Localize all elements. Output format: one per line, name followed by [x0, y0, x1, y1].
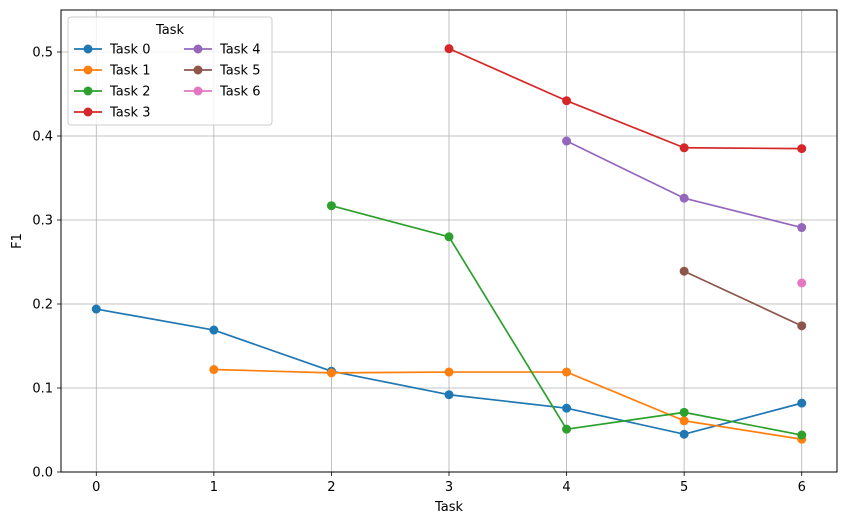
- data-point: [562, 136, 572, 146]
- legend-label: Task 5: [219, 64, 260, 79]
- legend-item: Task 4: [184, 43, 260, 58]
- series-task-3: [444, 44, 807, 154]
- x-axis-label: Task: [434, 500, 464, 515]
- data-point: [562, 424, 572, 434]
- y-axis-label: F1: [10, 233, 25, 249]
- data-point: [797, 398, 807, 408]
- x-tick-label: 6: [798, 480, 806, 495]
- legend-label: Task 0: [109, 43, 150, 58]
- data-point: [797, 144, 807, 154]
- legend-item: Task 1: [74, 64, 150, 79]
- y-tick-label: 0.1: [32, 382, 53, 397]
- legend-swatch-marker: [193, 44, 203, 54]
- legend-item: Task 2: [74, 85, 150, 100]
- data-point: [562, 96, 572, 106]
- series-task-4: [562, 136, 807, 233]
- data-point: [679, 416, 689, 426]
- legend-label: Task 2: [109, 85, 150, 100]
- x-tick-label: 2: [327, 480, 335, 495]
- legend-item: Task 3: [74, 106, 150, 121]
- x-tick-label: 3: [445, 480, 453, 495]
- x-tick-label: 4: [562, 480, 570, 495]
- series-task-5: [679, 266, 807, 331]
- legend-swatch-marker: [193, 65, 203, 75]
- series-line: [448, 47, 802, 150]
- data-point: [679, 193, 689, 203]
- data-point: [562, 367, 572, 377]
- y-tick-label: 0.0: [32, 466, 53, 481]
- legend-swatch-marker: [83, 44, 93, 54]
- y-tick-label: 0.4: [32, 130, 53, 145]
- data-point: [444, 232, 454, 242]
- legend-item: Task 5: [184, 64, 260, 79]
- data-point: [91, 304, 101, 314]
- y-tick-label: 0.5: [32, 46, 53, 61]
- legend-box: [67, 16, 273, 126]
- data-point: [679, 143, 689, 153]
- legend-items: Task 0 Task 1 Task 2 Task 3 Task 4 Task 5 Task…: [74, 43, 260, 121]
- legend-item: Task 0: [74, 43, 150, 58]
- data-point: [679, 266, 689, 276]
- y-axis-ticks: 0.0 0.1 0.2 0.3 0.4 0.5: [32, 46, 61, 481]
- legend-swatch-marker: [193, 86, 203, 96]
- x-tick-label: 1: [210, 480, 218, 495]
- series-task-6: [797, 278, 807, 288]
- legend-label: Task 3: [109, 106, 150, 121]
- legend-label: Task 1: [109, 64, 150, 79]
- x-tick-label: 5: [680, 480, 688, 495]
- data-point: [209, 325, 219, 335]
- y-tick-label: 0.2: [32, 298, 53, 313]
- series-line: [213, 368, 802, 441]
- data-point: [679, 429, 689, 439]
- data-point: [797, 430, 807, 440]
- legend-label: Task 4: [219, 43, 260, 58]
- y-tick-label: 0.3: [32, 214, 53, 229]
- legend-label: Task 6: [219, 85, 260, 100]
- series-layer: [91, 44, 807, 444]
- series-task-1: [209, 365, 807, 444]
- x-axis-ticks: 0 1 2 3 4 5 6: [92, 472, 806, 495]
- legend-item: Task 6: [184, 85, 260, 100]
- data-point: [444, 367, 454, 377]
- data-point: [797, 321, 807, 331]
- series-task-2: [326, 201, 807, 440]
- legend-swatch-marker: [83, 65, 93, 75]
- data-point: [797, 223, 807, 233]
- data-point: [797, 278, 807, 288]
- data-point: [326, 201, 336, 211]
- data-point: [444, 390, 454, 400]
- x-tick-label: 0: [92, 480, 100, 495]
- data-point: [562, 403, 572, 413]
- data-point: [444, 44, 454, 54]
- legend-swatch-marker: [83, 107, 93, 117]
- legend-swatch-marker: [83, 86, 93, 96]
- data-point: [209, 365, 219, 375]
- series-line: [683, 270, 803, 327]
- data-point: [326, 368, 336, 378]
- legend-title: Task: [155, 23, 185, 38]
- data-point: [679, 407, 689, 417]
